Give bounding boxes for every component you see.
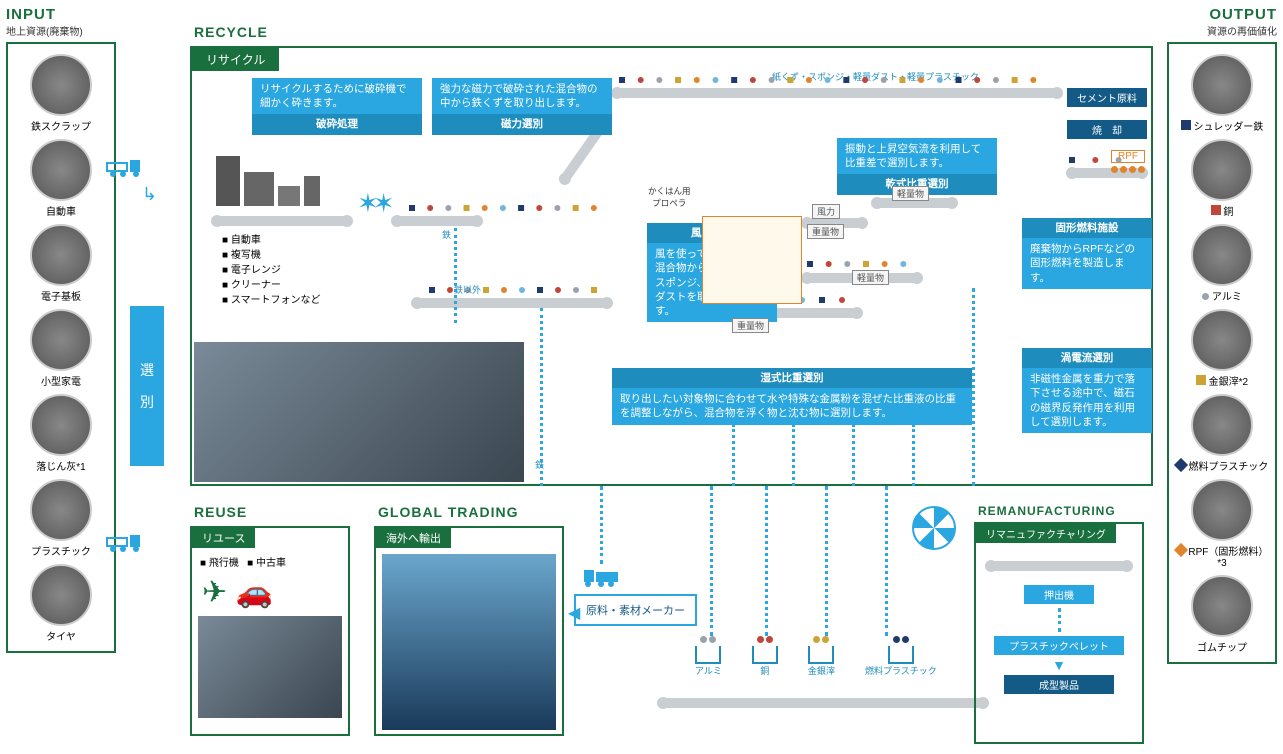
reuse-icons: ✈ 🚗 [192, 575, 348, 610]
source-list: 自動車複写機電子レンジクリーナースマートフォンなど [222, 233, 321, 308]
output-item: シュレッダー鉄 [1173, 54, 1271, 133]
reman-heading: REMANUFACTURING [978, 504, 1116, 518]
ship-photo [382, 554, 556, 730]
arrow-icon: ▼ [976, 657, 1142, 673]
process-solidfuel: 固形燃料施設 廃棄物からRPFなどの固形燃料を製造します。 [1022, 218, 1152, 289]
input-item: プラスチック [12, 479, 110, 558]
machine-photo [194, 342, 524, 482]
maker-box: 原料・素材メーカー [574, 594, 697, 626]
input-item: 鉄スクラップ [12, 54, 110, 133]
output-item: 金銀滓*2 [1173, 309, 1271, 388]
output-title: OUTPUT [1167, 6, 1277, 23]
bin: アルミ [695, 646, 722, 677]
senbetsu-char2: 別 [140, 392, 154, 412]
output-box: シュレッダー鉄 銅 アルミ 金銀滓*2 燃料プラスチック RPF（固形燃料）*3… [1167, 42, 1277, 664]
output-item: 銅 [1173, 139, 1271, 218]
pellet-pill: プラスチックペレット [994, 636, 1124, 655]
conveyor [412, 298, 612, 308]
rpf-dots [1111, 166, 1145, 173]
noniron-label: 鉄以外 [454, 283, 481, 296]
burn-pill: 焼 却 [1067, 120, 1147, 139]
input-subtitle: 地上資源(廃棄物) [6, 23, 116, 38]
mix-light: 軽量物 [852, 270, 889, 285]
reuse-box: リユース ■ 飛行機 ■ 中古車 ✈ 🚗 [190, 526, 350, 736]
truck-icon [584, 566, 618, 586]
output-item: アルミ [1173, 224, 1271, 303]
output-item: RPF（固形燃料）*3 [1173, 479, 1271, 569]
input-item: 小型家電 [12, 309, 110, 388]
input-item: 電子基板 [12, 224, 110, 303]
shredder-icon: ✶✶ [357, 188, 389, 219]
global-tab: 海外へ輸出 [376, 528, 451, 548]
mix-heavy: 重量物 [807, 224, 844, 239]
truck-icon [106, 156, 140, 176]
recycle-tab: リサイクル [192, 48, 279, 71]
input-title: INPUT [6, 6, 116, 23]
input-box: 鉄スクラップ自動車電子基板小型家電落じん灰*1プラスチックタイヤ [6, 42, 116, 653]
recycle-heading: RECYCLE [194, 24, 268, 40]
senbetsu-box: 選 別 [130, 306, 164, 466]
appliance-icons [216, 156, 320, 206]
process-magnet: 強力な磁力で破砕された混合物の中から鉄くずを取り出します。 磁力選別 [432, 78, 612, 135]
reuse-photo [198, 616, 342, 718]
bin: 金銀滓 [808, 646, 835, 677]
output-item: ゴムチップ [1173, 575, 1271, 654]
iron-label: 鉄 [442, 228, 451, 241]
reuse-heading: REUSE [194, 504, 247, 520]
process-wet: 湿式比重選別 取り出したい対象物に合わせて水や特殊な金属粉を混ぜた比重液の比重を… [612, 368, 972, 425]
output-column: OUTPUT 資源の再価値化 シュレッダー鉄 銅 アルミ 金銀滓*2 燃料プラス… [1167, 6, 1277, 664]
arrow-icon: ↳ [142, 184, 157, 205]
process-crush: リサイクルするために破砕機で細かく砕きます。 破砕処理 [252, 78, 422, 135]
conveyor-note: 紙くず・スポンジ・軽量ダスト・軽量プラスチック [772, 70, 979, 83]
bins-row: アルミ 銅 金銀滓 燃料プラスチック [695, 646, 937, 677]
input-column: INPUT 地上資源(廃棄物) 鉄スクラップ自動車電子基板小型家電落じん灰*1プ… [6, 6, 116, 653]
rpf-label: RPF [1111, 150, 1145, 163]
liquid-tank [702, 216, 802, 304]
senbetsu-char1: 選 [140, 360, 154, 380]
conveyor [212, 216, 352, 226]
propeller-label: かくはん用 プロペラ [648, 185, 691, 209]
recycle-box: リサイクル 紙くず・スポンジ・軽量ダスト・軽量プラスチック 自動車複写機電子レン… [190, 46, 1153, 486]
mix-light: 軽量物 [892, 186, 929, 201]
magnet-wheel-icon [912, 506, 956, 550]
input-item: タイヤ [12, 564, 110, 643]
mix-heavy: 重量物 [732, 318, 769, 333]
conveyor [658, 698, 988, 708]
conveyor [612, 88, 1062, 98]
process-eddy: 渦電流選別 非磁性金属を重力で落下させる途中で、磁石の磁界反発作用を利用して選別… [1022, 348, 1152, 433]
truck-icon [106, 531, 140, 551]
output-subtitle: 資源の再価値化 [1167, 23, 1277, 38]
extruder-pill: 押出機 [1024, 585, 1094, 604]
product-pill: 成型製品 [1004, 675, 1114, 694]
conveyor [392, 216, 482, 226]
input-item: 自動車 [12, 139, 110, 218]
reman-tab: リマニュファクチャリング [976, 524, 1116, 543]
arrow-icon: ◀ [568, 603, 580, 623]
input-item: 落じん灰*1 [12, 394, 110, 473]
cement-pill: セメント原料 [1067, 88, 1147, 107]
bin: 銅 [752, 646, 778, 677]
reuse-tab: リユース [192, 528, 255, 548]
conveyor [986, 561, 1132, 571]
output-item: 燃料プラスチック [1173, 394, 1271, 473]
main-area: 選 別 ↳ RECYCLE リサイクル 紙くず・スポンジ・軽量ダスト・軽量プラス… [130, 6, 1153, 748]
reuse-items: ■ 飛行機 ■ 中古車 [192, 548, 348, 575]
global-box: 海外へ輸出 [374, 526, 564, 736]
reman-box: リマニュファクチャリング 押出機 プラスチックペレット ▼ 成型製品 [974, 522, 1144, 744]
global-heading: GLOBAL TRADING [378, 504, 519, 520]
mix-wind: 風力 [812, 204, 840, 219]
bin: 燃料プラスチック [865, 646, 937, 677]
